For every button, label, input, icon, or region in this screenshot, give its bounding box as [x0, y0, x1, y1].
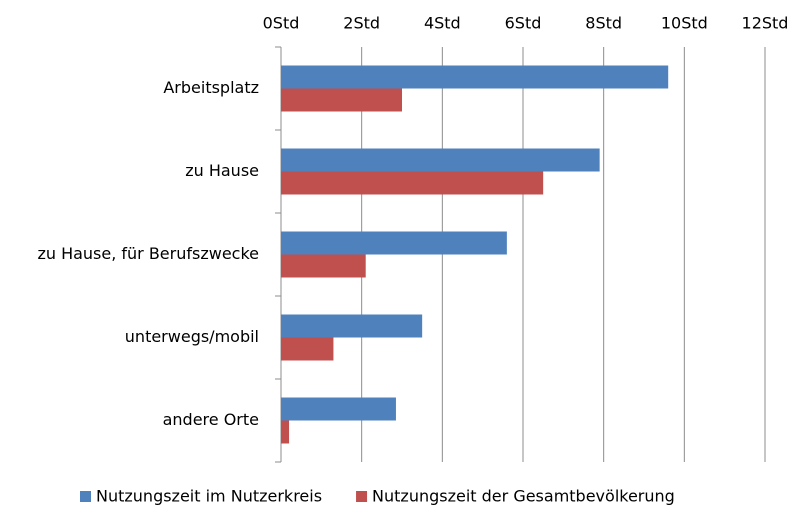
x-tick-label: 2Std	[343, 14, 380, 33]
x-tick-label: 6Std	[505, 14, 542, 33]
y-tick-label: zu Hause	[185, 161, 259, 180]
bar	[281, 397, 396, 421]
x-tick-label: 10Std	[661, 14, 708, 33]
x-tick-label: 8Std	[585, 14, 622, 33]
x-tick-label: 4Std	[424, 14, 461, 33]
x-tick-label: 0Std	[263, 14, 300, 33]
y-tick-label: andere Orte	[163, 410, 259, 429]
y-tick-label: unterwegs/mobil	[125, 327, 259, 346]
bar	[281, 231, 507, 255]
legend-swatch	[80, 491, 91, 502]
legend-label: Nutzungszeit der Gesamtbevölkerung	[372, 487, 675, 506]
x-tick-label: 12Std	[742, 14, 789, 33]
bar	[281, 171, 544, 195]
bar	[281, 254, 366, 278]
y-tick-label: Arbeitsplatz	[163, 78, 259, 97]
bar	[281, 65, 669, 89]
bar	[281, 314, 423, 338]
bar	[281, 337, 334, 361]
bar	[281, 148, 600, 172]
bar	[281, 420, 290, 444]
legend-label: Nutzungszeit im Nutzerkreis	[96, 487, 322, 506]
y-tick-label: zu Hause, für Berufszwecke	[37, 244, 259, 263]
bar	[281, 88, 402, 112]
legend-swatch	[356, 491, 368, 502]
